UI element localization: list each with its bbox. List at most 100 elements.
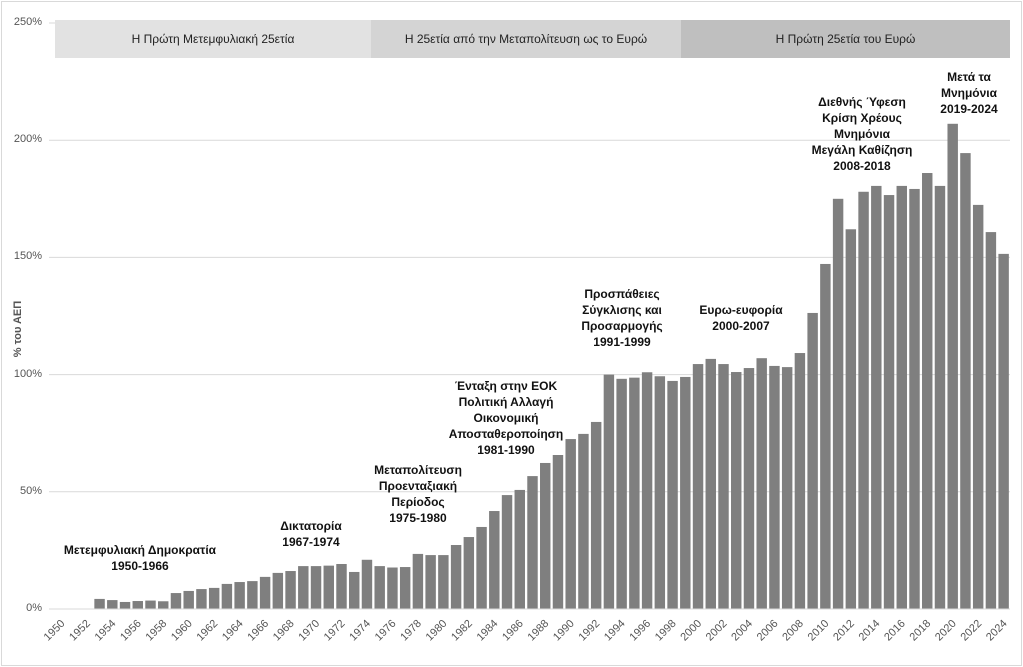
bar-2011 <box>832 198 844 610</box>
bar-1954 <box>107 600 118 609</box>
x-tick-label: 2002 <box>704 618 730 644</box>
x-tick-label: 2004 <box>729 618 755 644</box>
bar-2001 <box>705 358 716 609</box>
x-tick-label: 2024 <box>984 618 1010 644</box>
bar-2006 <box>769 365 780 609</box>
bar-1959 <box>170 593 182 609</box>
period-annotation: Μετά τα Μνημόνια 2019-2024 <box>940 69 997 117</box>
x-tick-label: 1980 <box>424 618 450 644</box>
annotation-line: Μεγάλη Καθίζηση <box>811 143 913 157</box>
x-tick-label: 2012 <box>831 618 857 644</box>
bar-2007 <box>781 367 793 609</box>
annotation-line: Κρίση Χρέους <box>822 111 902 125</box>
annotation-line: Προσαρμογής <box>581 319 663 333</box>
bar-1993 <box>603 374 615 609</box>
x-tick-label: 1978 <box>398 618 424 644</box>
annotation-line: Οικονομική <box>473 411 539 425</box>
bar-2023 <box>985 232 997 610</box>
bar-2002 <box>718 364 729 609</box>
x-tick-label: 1954 <box>93 618 119 644</box>
bar-1955 <box>119 601 131 609</box>
bar-2003 <box>731 372 742 609</box>
bar-1968 <box>285 571 296 609</box>
bar-2005 <box>756 358 767 609</box>
bar-1998 <box>667 380 678 609</box>
bar-1986 <box>514 489 525 609</box>
x-tick-label: 1960 <box>169 618 195 644</box>
bar-1961 <box>196 589 207 609</box>
annotation-line: 2019-2024 <box>940 102 998 116</box>
annotation-line: Διεθνής Ύφεση <box>818 95 906 109</box>
bar-2018 <box>922 173 933 610</box>
bar-2000 <box>692 364 704 609</box>
bar-1958 <box>158 601 169 609</box>
bar-2019 <box>934 185 946 609</box>
bar-2009 <box>807 312 818 609</box>
x-tick-label: 1984 <box>475 618 501 644</box>
bar-1964 <box>234 582 245 609</box>
annotation-line: 2008-2018 <box>833 159 891 173</box>
y-tick-label: 0% <box>26 602 42 614</box>
x-tick-label: 1950 <box>42 618 68 644</box>
bar-1985 <box>501 495 513 609</box>
bar-1966 <box>259 576 271 609</box>
bar-1987 <box>527 476 538 609</box>
bar-1989 <box>552 454 564 609</box>
period-annotation: Προσπάθειες Σύγκλισης και Προσαρμογής 1991-… <box>581 286 662 350</box>
bar-1969 <box>298 566 309 609</box>
annotation-line: 2000-2007 <box>712 319 770 333</box>
bar-1980 <box>438 555 449 609</box>
bar-1978 <box>412 553 424 609</box>
bar-1973 <box>349 571 360 609</box>
y-tick-label: 100% <box>13 367 42 380</box>
x-tick-label: 1964 <box>220 618 246 644</box>
annotation-line: Ένταξη στην ΕΟΚ <box>454 379 558 393</box>
x-tick-label: 1962 <box>194 618 220 644</box>
x-tick-label: 1992 <box>576 618 602 644</box>
bar-1982 <box>463 537 475 609</box>
bar-1962 <box>208 587 220 609</box>
bar-1983 <box>476 526 487 609</box>
bar-1999 <box>680 376 691 609</box>
x-tick-label: 1968 <box>271 618 297 644</box>
annotation-line: Αποσταθεροποίηση <box>448 427 564 441</box>
x-tick-label: 2006 <box>755 618 781 644</box>
x-tick-label: 2000 <box>678 618 704 644</box>
bar-2014 <box>871 185 882 609</box>
bar-2015 <box>883 195 895 609</box>
bar-1996 <box>641 372 653 609</box>
annotation-line: Μετεμφυλιακή Δημοκρατία <box>63 543 217 557</box>
bar-1960 <box>183 590 194 609</box>
annotation-line: 1981-1990 <box>477 443 535 457</box>
bar-1981 <box>450 545 462 609</box>
bar-1965 <box>247 581 258 609</box>
annotation-line: Μνημόνια <box>940 86 998 100</box>
x-tick-label: 1994 <box>602 618 628 644</box>
period-annotation: Μεταπολίτευση Προενταξιακή Περίοδος 1975-19… <box>374 462 462 526</box>
bar-2022 <box>972 204 984 609</box>
bar-2021 <box>960 153 971 610</box>
bar-1995 <box>629 377 640 609</box>
bar-1977 <box>399 567 411 609</box>
bar-1976 <box>387 567 398 609</box>
x-tick-label: 1990 <box>551 618 577 644</box>
x-tick-label: 1998 <box>653 618 679 644</box>
x-tick-label: 1972 <box>322 618 348 644</box>
bar-1988 <box>540 462 551 609</box>
x-tick-label: 1970 <box>296 618 322 644</box>
y-tick-label: 50% <box>19 484 42 497</box>
x-tick-label: 2016 <box>882 618 908 644</box>
bar-1956 <box>132 601 143 609</box>
period-band-3: Η Πρώτη 25ετία του Ευρώ <box>681 20 1010 58</box>
bar-2010 <box>820 263 831 609</box>
bar-2004 <box>743 368 755 609</box>
bar-2024 <box>998 253 1009 609</box>
bar-2020 <box>947 123 958 610</box>
annotation-line: Προσπάθειες <box>584 287 660 301</box>
bar-1963 <box>221 583 233 609</box>
annotation-line: Πολιτική Αλλαγή <box>458 395 554 409</box>
x-tick-label: 2008 <box>780 618 806 644</box>
annotation-line: Προενταξιακή <box>378 479 458 493</box>
